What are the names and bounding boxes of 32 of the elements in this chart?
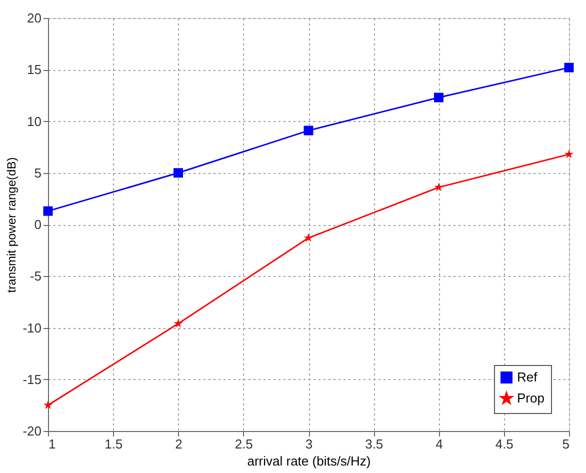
y-tick-label: -20 — [22, 424, 42, 438]
y-tick-label: -15 — [22, 372, 42, 387]
x-tick-label: 4 — [436, 436, 443, 452]
y-tick-label: 15 — [27, 62, 42, 78]
x-axis-title: arrival rate (bits/s/Hz) — [247, 454, 371, 468]
point — [174, 168, 183, 178]
x-tick-label: 4.5 — [495, 436, 514, 452]
point — [304, 126, 314, 136]
x-tick-label: 1.5 — [104, 436, 123, 452]
y-tick-label: 5 — [34, 165, 42, 180]
point — [43, 206, 53, 216]
legend-label: Prop — [517, 390, 544, 406]
point — [174, 318, 183, 328]
y-tick-label: -5 — [30, 268, 42, 284]
x-tick-label: 2.5 — [234, 436, 253, 452]
point — [564, 62, 574, 72]
y-axis-title: transmit power range(dB) — [4, 157, 19, 293]
y-tick-label: 0 — [34, 217, 42, 232]
point — [564, 150, 574, 158]
x-tick-label: 3 — [305, 436, 313, 452]
x-tick-label: 5 — [562, 436, 570, 452]
point — [434, 182, 444, 192]
x-tick-label: 1 — [48, 436, 56, 452]
y-tick-label: 20 — [27, 10, 42, 26]
x-tick-label: 3.5 — [365, 436, 384, 452]
point — [43, 400, 53, 410]
point — [304, 233, 314, 242]
point — [434, 92, 444, 102]
y-tick-label: -10 — [22, 320, 42, 336]
legend-label: Ref — [517, 370, 538, 384]
x-tick-label: 2 — [175, 436, 182, 452]
y-tick-label: 10 — [27, 114, 42, 129]
